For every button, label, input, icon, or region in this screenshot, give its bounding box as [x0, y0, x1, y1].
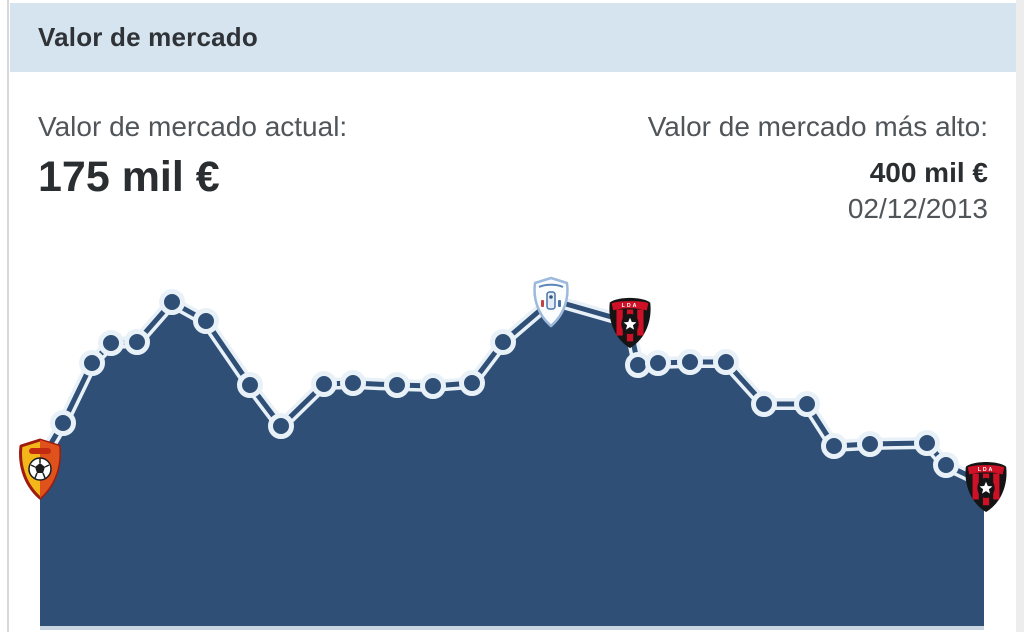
herediano-crest-icon	[19, 438, 61, 500]
market-value-card: Valor de mercado Valor de mercado actual…	[10, 3, 1016, 228]
card-title: Valor de mercado	[38, 22, 258, 52]
data-point-dot[interactable]	[311, 371, 337, 397]
data-point-dot[interactable]	[237, 372, 263, 398]
svg-text:LDA: LDA	[978, 467, 995, 473]
card-header: Valor de mercado	[10, 3, 1016, 72]
chart-baseline	[40, 626, 984, 630]
svg-text:LDA: LDA	[622, 303, 639, 309]
data-point-dot[interactable]	[268, 413, 294, 439]
current-value: 175 mil €	[38, 153, 220, 201]
data-point-dot[interactable]	[857, 431, 883, 457]
data-point-dot[interactable]	[159, 289, 185, 315]
club-crest-marker-lda[interactable]: LDA	[962, 456, 1010, 518]
data-point-dot[interactable]	[98, 330, 124, 356]
highest-value-date: 02/12/2013	[847, 193, 988, 224]
club-crest-marker-herediano[interactable]	[18, 438, 62, 500]
data-point-dot[interactable]	[794, 391, 820, 417]
data-point-dot[interactable]	[193, 308, 219, 334]
highest-value: 400 mil €	[869, 157, 988, 188]
values-row: Valor de mercado actual: 175 mil € Valor…	[10, 72, 1016, 228]
left-border-line	[7, 0, 9, 632]
club-crest-marker-blue-white[interactable]	[532, 276, 570, 328]
lda-crest-icon: LDA	[965, 462, 1007, 512]
data-point-dot[interactable]	[713, 349, 739, 375]
data-point-dot[interactable]	[420, 373, 446, 399]
data-point-dot[interactable]	[751, 391, 777, 417]
value-line	[37, 297, 987, 486]
data-point-dot[interactable]	[340, 370, 366, 396]
right-edge-strip	[1016, 0, 1024, 632]
lda-crest-icon: LDA	[609, 297, 651, 349]
data-point-dot[interactable]	[821, 433, 847, 459]
area-fill	[40, 300, 984, 627]
data-point-dot[interactable]	[677, 349, 703, 375]
current-value-label: Valor de mercado actual:	[38, 111, 348, 142]
data-point-dot[interactable]	[124, 329, 150, 355]
data-point-dot[interactable]	[50, 410, 76, 436]
data-point-dot[interactable]	[645, 350, 671, 376]
data-point-dot[interactable]	[79, 350, 105, 376]
highest-value-block: Valor de mercado más alto: 400 mil € 02/…	[648, 110, 988, 228]
club-crest-marker-lda[interactable]: LDA	[605, 296, 655, 350]
blue-white-crest-icon	[533, 276, 569, 328]
data-point-dot[interactable]	[459, 370, 485, 396]
data-point-dot[interactable]	[490, 329, 516, 355]
current-value-block: Valor de mercado actual: 175 mil €	[38, 110, 347, 202]
data-point-dot[interactable]	[933, 452, 959, 478]
highest-value-label: Valor de mercado más alto:	[647, 111, 988, 142]
data-point-dot[interactable]	[384, 372, 410, 398]
data-point-dot[interactable]	[914, 430, 940, 456]
